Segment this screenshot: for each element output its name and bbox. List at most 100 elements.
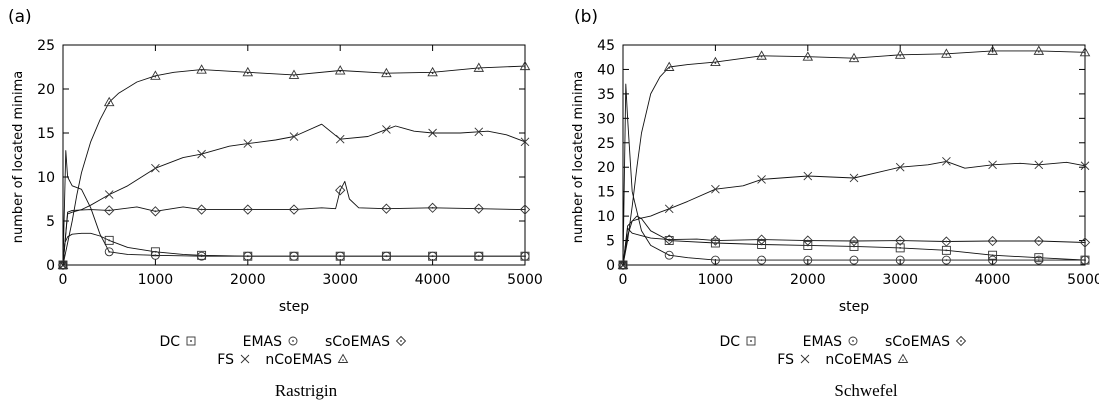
legend-marker-ncoemas <box>337 353 349 363</box>
panel-label: (a) <box>8 7 32 27</box>
marker-dc-dot <box>154 251 157 253</box>
legend: DC EMAS sCoEMAS FS nCoEMAS <box>719 334 967 368</box>
x-tick-label: 4000 <box>415 272 451 288</box>
marker-ncoemas-dot <box>945 54 948 56</box>
marker-emas <box>289 251 299 261</box>
marker-emas <box>243 251 253 261</box>
marker-fs <box>757 175 766 184</box>
marker-emas-dot <box>806 259 809 262</box>
marker-ncoemas-dot <box>760 55 763 58</box>
y-tick-label: 5 <box>606 234 615 250</box>
series-dc <box>618 215 1090 270</box>
marker-fs <box>289 132 299 141</box>
marker-scoemas <box>756 234 767 245</box>
marker-emas-dot <box>431 255 434 258</box>
y-tick-label: 45 <box>597 38 615 54</box>
marker-ncoemas-dot <box>714 62 717 64</box>
marker-ncoemas <box>617 259 629 269</box>
marker-fs <box>474 127 484 137</box>
marker-scoemas <box>150 206 161 217</box>
marker-emas <box>104 247 114 257</box>
marker-ncoemas <box>756 50 767 60</box>
legend-label-fs: FS <box>217 352 234 368</box>
marker-scoemas <box>473 203 484 214</box>
marker-dc <box>710 238 720 248</box>
panel-label: (b) <box>574 7 598 27</box>
x-axis-label: step <box>839 299 869 315</box>
series-line-emas <box>622 83 1085 266</box>
marker-ncoemas <box>1033 45 1045 55</box>
legend-label-scoemas: sCoEMAS <box>885 334 950 350</box>
legend-label-dc: DC <box>159 334 180 350</box>
marker-emas <box>895 255 905 265</box>
marker-emas-dot <box>1037 259 1040 262</box>
marker-scoemas <box>617 259 629 271</box>
marker-emas-dot <box>668 254 671 257</box>
marker-scoemas-dot <box>899 239 902 242</box>
marker-scoemas-dot <box>477 207 480 210</box>
marker-emas-dot <box>1084 259 1086 262</box>
marker-dc-dot <box>108 239 110 242</box>
legend-label-scoemas: sCoEMAS <box>325 334 390 350</box>
marker-emas <box>757 255 767 265</box>
series-line-fs <box>62 123 526 266</box>
x-tick-label: 3000 <box>882 272 918 288</box>
marker-emas-dot <box>524 255 526 258</box>
marker-scoemas-dot <box>154 210 157 213</box>
series-scoemas <box>617 227 1091 271</box>
marker-scoemas <box>381 203 392 214</box>
series-line-ncoemas <box>62 65 526 266</box>
marker-scoemas-dot <box>668 238 671 241</box>
marker-emas <box>335 251 345 261</box>
y-tick-label: 10 <box>597 209 615 225</box>
y-tick-label: 5 <box>46 214 55 230</box>
marker-scoemas <box>802 235 813 246</box>
marker-ncoemas-dot <box>431 72 434 75</box>
legend-marker-dc <box>746 336 756 346</box>
marker-dc-dot <box>853 245 855 248</box>
marker-ncoemas-dot <box>247 72 249 75</box>
x-tick-label: 2000 <box>230 272 266 288</box>
marker-emas-dot <box>991 259 994 262</box>
plot-frame <box>622 44 1086 266</box>
marker-ncoemas <box>150 70 161 80</box>
marker-ncoemas-dot <box>154 76 157 78</box>
marker-emas-dot <box>477 255 480 258</box>
marker-ncoemas <box>987 45 998 55</box>
marker-ncoemas-dot <box>524 66 526 68</box>
marker-ncoemas <box>1079 46 1091 57</box>
marker-scoemas-dot <box>293 208 295 211</box>
y-tick-label: 30 <box>597 111 615 127</box>
marker-scoemas-dot <box>431 206 434 209</box>
legend: DC EMAS sCoEMAS FS nCoEMAS <box>159 334 407 368</box>
marker-scoemas <box>710 235 721 246</box>
marker-scoemas <box>196 204 207 215</box>
series-ncoemas <box>57 60 531 269</box>
marker-fs <box>428 128 437 138</box>
y-tick-label: 15 <box>37 126 55 142</box>
marker-dc <box>1034 253 1044 263</box>
marker-fs <box>382 125 391 134</box>
marker-fs <box>849 173 859 183</box>
marker-fs <box>895 162 905 172</box>
marker-ncoemas <box>334 65 346 75</box>
marker-scoemas-dot <box>945 240 948 243</box>
legend-marker-emas <box>848 336 858 346</box>
marker-scoemas-dot <box>385 207 388 210</box>
y-tick-label: 10 <box>37 170 55 186</box>
marker-fs <box>664 204 674 214</box>
marker-scoemas-dot <box>246 208 249 211</box>
marker-emas-dot <box>385 255 388 258</box>
marker-ncoemas <box>710 56 721 67</box>
marker-ncoemas-dot <box>200 69 203 72</box>
marker-scoemas <box>1033 235 1044 247</box>
legend-marker-dc <box>186 336 196 346</box>
legend-marker-emas-dot <box>292 340 294 342</box>
marker-scoemas-dot <box>1084 241 1086 244</box>
marker-fs <box>335 134 345 144</box>
marker-dc <box>104 235 114 245</box>
marker-ncoemas <box>57 259 69 269</box>
series-line-ncoemas <box>622 50 1086 266</box>
marker-emas <box>520 251 530 261</box>
